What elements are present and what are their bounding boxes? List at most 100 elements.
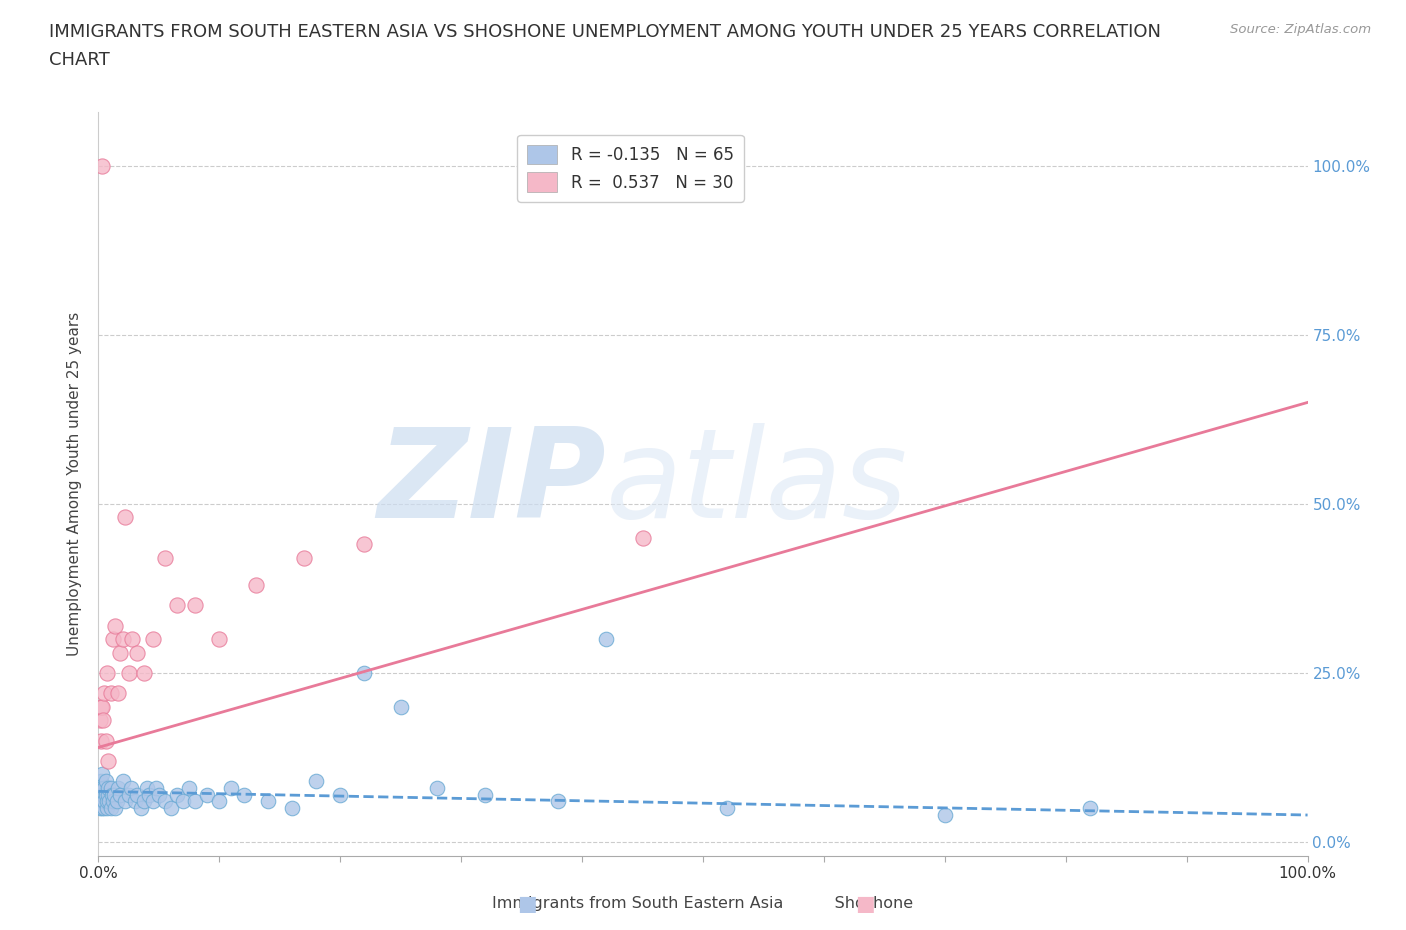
Point — [426, 780, 449, 795]
Point — [195, 788, 218, 803]
Point — [221, 780, 243, 795]
Point — [134, 666, 156, 681]
Point — [98, 794, 121, 809]
Point — [90, 794, 112, 809]
Point — [208, 631, 231, 646]
Point — [94, 788, 117, 803]
Text: ZIP: ZIP — [378, 423, 606, 544]
Text: Source: ZipAtlas.com: Source: ZipAtlas.com — [1230, 23, 1371, 36]
Point — [94, 774, 117, 789]
Point — [353, 666, 375, 681]
Text: IMMIGRANTS FROM SOUTH EASTERN ASIA VS SHOSHONE UNEMPLOYMENT AMONG YOUTH UNDER 25: IMMIGRANTS FROM SOUTH EASTERN ASIA VS SH… — [49, 23, 1161, 41]
Point — [107, 780, 129, 795]
Point — [118, 788, 141, 803]
Point — [90, 774, 112, 789]
Point — [93, 780, 115, 795]
Point — [148, 788, 170, 803]
Point — [129, 801, 152, 816]
Point — [114, 794, 136, 809]
Point — [97, 780, 120, 795]
Point — [153, 551, 176, 565]
Point — [153, 794, 176, 809]
Point — [121, 631, 143, 646]
Point — [389, 699, 412, 714]
Point — [94, 733, 117, 748]
Point — [89, 801, 111, 816]
Point — [160, 801, 183, 816]
Point — [101, 794, 124, 809]
Point — [208, 794, 231, 809]
Point — [96, 666, 118, 681]
Point — [104, 801, 127, 816]
Point — [91, 767, 114, 782]
Point — [127, 788, 149, 803]
Point — [100, 788, 122, 803]
Y-axis label: Unemployment Among Youth under 25 years: Unemployment Among Youth under 25 years — [67, 312, 83, 656]
Point — [124, 794, 146, 809]
Point — [103, 788, 125, 803]
Point — [91, 788, 114, 803]
Point — [104, 618, 127, 633]
Point — [184, 794, 207, 809]
Text: ■: ■ — [855, 894, 875, 914]
Point — [138, 788, 160, 803]
Point — [100, 780, 122, 795]
Point — [91, 699, 114, 714]
Point — [547, 794, 569, 809]
Point — [245, 578, 267, 592]
Legend: R = -0.135   N = 65, R =  0.537   N = 30: R = -0.135 N = 65, R = 0.537 N = 30 — [517, 135, 744, 202]
Point — [91, 794, 114, 809]
Point — [105, 794, 128, 809]
Point — [232, 788, 254, 803]
Point — [107, 685, 129, 700]
Point — [353, 537, 375, 551]
Point — [108, 788, 131, 803]
Point — [96, 794, 118, 809]
Text: ■: ■ — [517, 894, 537, 914]
Point — [166, 598, 188, 613]
Text: Immigrants from South Eastern Asia          Shoshone: Immigrants from South Eastern Asia Shosh… — [492, 897, 914, 911]
Point — [91, 780, 114, 795]
Point — [172, 794, 194, 809]
Point — [100, 685, 122, 700]
Point — [184, 598, 207, 613]
Point — [135, 780, 157, 795]
Point — [281, 801, 304, 816]
Point — [101, 631, 124, 646]
Point — [93, 685, 115, 700]
Point — [142, 631, 165, 646]
Point — [97, 788, 120, 803]
Point — [1078, 801, 1101, 816]
Point — [93, 794, 115, 809]
Point — [90, 699, 112, 714]
Point — [934, 807, 956, 822]
Point — [96, 801, 118, 816]
Point — [631, 530, 654, 545]
Point — [111, 631, 134, 646]
Point — [474, 788, 496, 803]
Point — [111, 774, 134, 789]
Point — [329, 788, 352, 803]
Point — [108, 645, 131, 660]
Point — [97, 753, 120, 768]
Point — [89, 780, 111, 795]
Point — [179, 780, 201, 795]
Point — [595, 631, 617, 646]
Point — [305, 774, 328, 789]
Point — [127, 645, 149, 660]
Point — [134, 794, 156, 809]
Text: CHART: CHART — [49, 51, 110, 69]
Point — [256, 794, 278, 809]
Point — [142, 794, 165, 809]
Text: atlas: atlas — [606, 423, 908, 544]
Point — [145, 780, 167, 795]
Point — [166, 788, 188, 803]
Point — [716, 801, 738, 816]
Point — [114, 510, 136, 525]
Point — [120, 780, 142, 795]
Point — [91, 713, 114, 728]
Point — [90, 788, 112, 803]
Point — [91, 158, 114, 173]
Point — [100, 801, 122, 816]
Point — [90, 733, 112, 748]
